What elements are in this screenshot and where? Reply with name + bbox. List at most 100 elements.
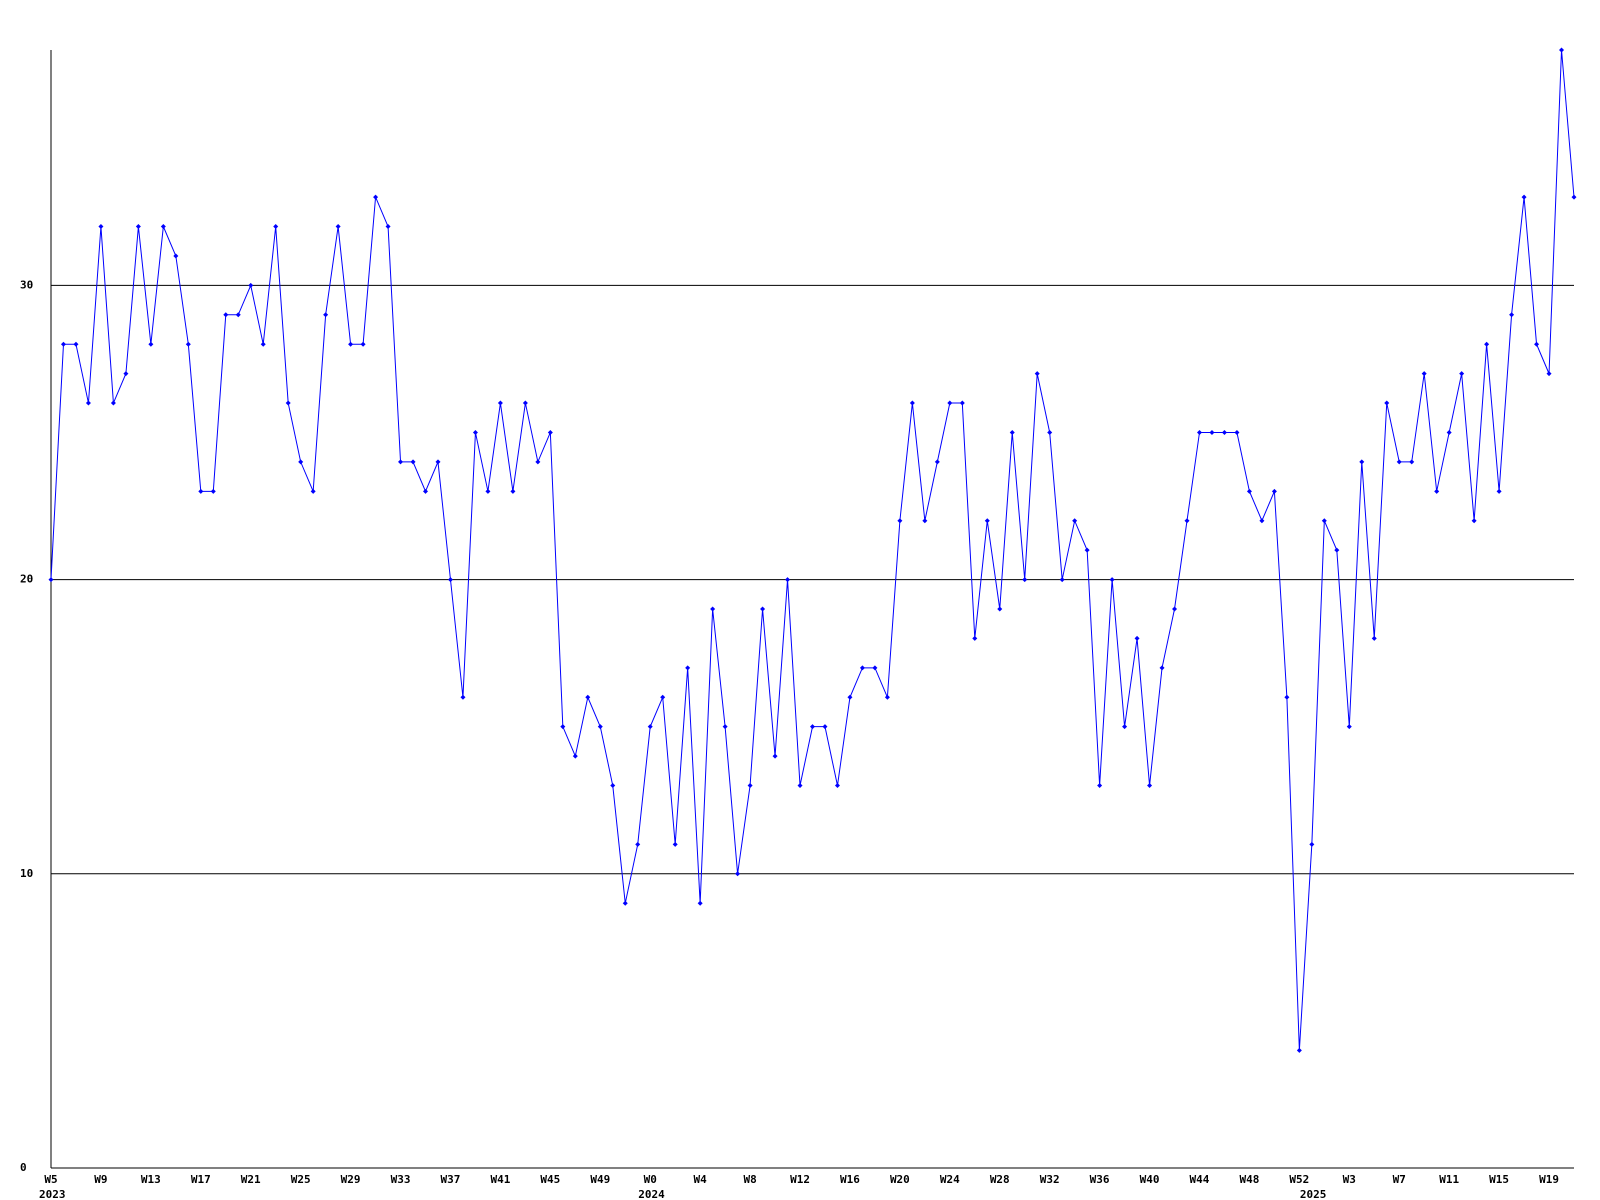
point [1022, 577, 1028, 583]
point [747, 783, 753, 789]
point [410, 459, 416, 465]
point [735, 871, 741, 877]
point [1221, 429, 1227, 435]
point [98, 224, 104, 230]
x-tick-label: W12 [790, 1173, 810, 1186]
point [1172, 606, 1178, 612]
point [235, 312, 241, 318]
point [1371, 635, 1377, 641]
point [1246, 488, 1252, 494]
point [298, 459, 304, 465]
point [460, 694, 466, 700]
point [1409, 459, 1415, 465]
point [485, 488, 491, 494]
point [1521, 194, 1527, 200]
point [1034, 371, 1040, 377]
point [1446, 429, 1452, 435]
x-tick-label: W17 [191, 1173, 211, 1186]
point [697, 900, 703, 906]
point [1434, 488, 1440, 494]
point [510, 488, 516, 494]
point [997, 606, 1003, 612]
point [497, 400, 503, 406]
point [610, 783, 616, 789]
point [310, 488, 316, 494]
point [348, 341, 354, 347]
y-tick-label: 20 [20, 573, 33, 586]
point [685, 665, 691, 671]
x-tick-label: W20 [890, 1173, 910, 1186]
point [85, 400, 91, 406]
point [48, 577, 54, 583]
point [1184, 518, 1190, 524]
point [710, 606, 716, 612]
point [1147, 783, 1153, 789]
point [984, 518, 990, 524]
point [1122, 724, 1128, 730]
point [210, 488, 216, 494]
x-year-label: 2024 [638, 1188, 665, 1200]
point [959, 400, 965, 406]
point [1359, 459, 1365, 465]
point [859, 665, 865, 671]
point [947, 400, 953, 406]
x-tick-label: W48 [1239, 1173, 1259, 1186]
point [535, 459, 541, 465]
point [1396, 459, 1402, 465]
point [1496, 488, 1502, 494]
x-tick-label: W21 [241, 1173, 261, 1186]
point [248, 282, 254, 288]
point [1109, 577, 1115, 583]
point [173, 253, 179, 259]
point [1072, 518, 1078, 524]
point [1471, 518, 1477, 524]
point [198, 488, 204, 494]
point [1321, 518, 1327, 524]
point [335, 224, 341, 230]
x-tick-label: W19 [1539, 1173, 1559, 1186]
point [785, 577, 791, 583]
point [273, 224, 279, 230]
y-tick-label: 30 [20, 278, 33, 291]
point [909, 400, 915, 406]
point [360, 341, 366, 347]
point [1047, 429, 1053, 435]
point [884, 694, 890, 700]
point [1159, 665, 1165, 671]
x-tick-label: W33 [391, 1173, 411, 1186]
point [1209, 429, 1215, 435]
point [1009, 429, 1015, 435]
point [135, 224, 141, 230]
point [110, 400, 116, 406]
x-tick-label: W29 [341, 1173, 361, 1186]
point [1084, 547, 1090, 553]
point [660, 694, 666, 700]
x-tick-label: W0 [644, 1173, 657, 1186]
point [123, 371, 129, 377]
y-tick-label: 0 [20, 1161, 27, 1174]
point [522, 400, 528, 406]
point [1546, 371, 1552, 377]
x-tick-label: W13 [141, 1173, 161, 1186]
point [1484, 341, 1490, 347]
x-tick-label: W45 [540, 1173, 560, 1186]
point [572, 753, 578, 759]
point [1097, 783, 1103, 789]
point [385, 224, 391, 230]
point [847, 694, 853, 700]
point [922, 518, 928, 524]
point [810, 724, 815, 730]
point [822, 724, 828, 730]
point [1134, 635, 1140, 641]
x-tick-label: W8 [743, 1173, 756, 1186]
point [1196, 429, 1202, 435]
point [647, 724, 653, 730]
point [834, 783, 840, 789]
point [1384, 400, 1390, 406]
x-tick-label: W37 [441, 1173, 461, 1186]
x-tick-label: W15 [1489, 1173, 1509, 1186]
point [285, 400, 291, 406]
point [585, 694, 591, 700]
point [223, 312, 229, 318]
